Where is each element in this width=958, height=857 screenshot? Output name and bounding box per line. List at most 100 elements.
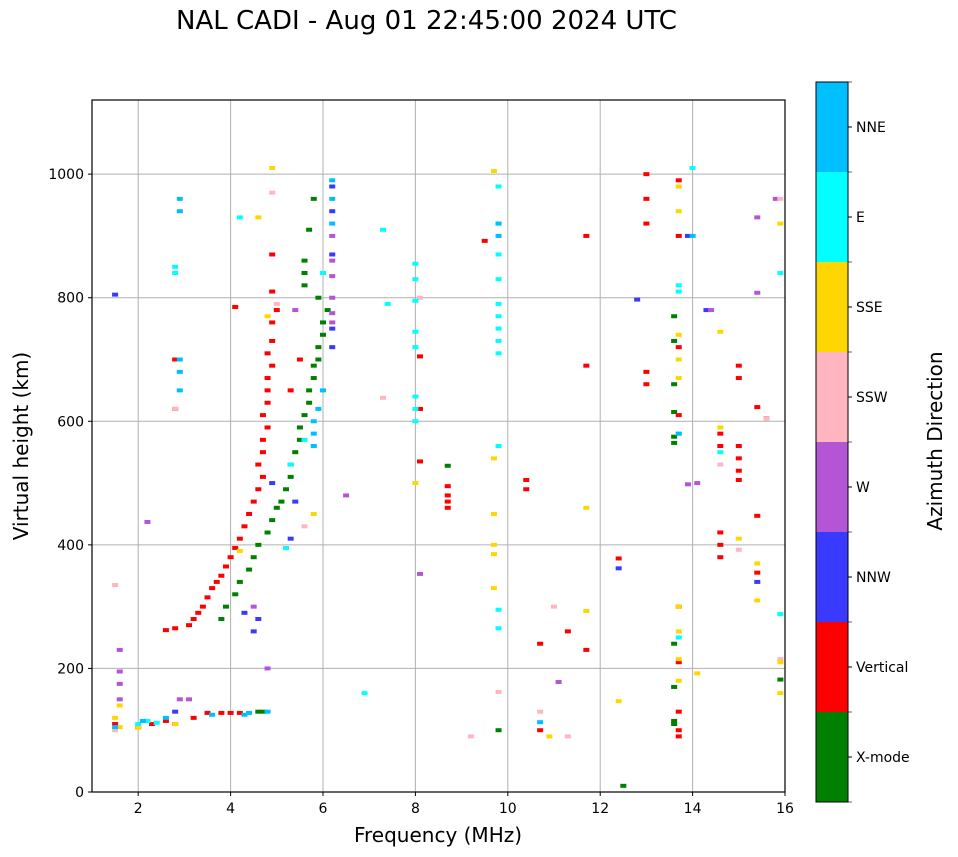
- data-point: [172, 271, 179, 275]
- data-point: [495, 728, 502, 733]
- data-point: [176, 209, 183, 214]
- data-point: [675, 660, 682, 665]
- data-point: [671, 434, 678, 439]
- data-point: [144, 718, 151, 723]
- data-point: [259, 474, 266, 479]
- x-tick-label: 4: [226, 801, 235, 817]
- data-point: [684, 233, 691, 238]
- data-point: [329, 196, 336, 201]
- colorbar-tick-label: NNE: [856, 120, 886, 136]
- data-point: [490, 542, 497, 547]
- data-point: [264, 388, 271, 393]
- data-point: [675, 357, 682, 362]
- data-point: [172, 357, 179, 362]
- data-point: [250, 629, 257, 634]
- data-point: [717, 450, 724, 455]
- data-point: [361, 691, 368, 696]
- data-point: [412, 481, 419, 486]
- data-point: [495, 338, 502, 343]
- series-ssw: [112, 190, 784, 739]
- data-point: [380, 227, 387, 232]
- data-point: [481, 238, 488, 243]
- colorbar-segment: [816, 712, 848, 802]
- data-point: [754, 290, 761, 295]
- data-point: [172, 264, 179, 269]
- colorbar-tick-label: NNW: [856, 570, 891, 586]
- data-point: [551, 604, 557, 609]
- data-point: [643, 196, 650, 201]
- data-point: [671, 718, 678, 723]
- data-point: [444, 484, 451, 489]
- data-point: [264, 709, 271, 714]
- series-x-mode: [218, 196, 784, 788]
- data-point: [329, 209, 336, 214]
- data-point: [162, 715, 169, 720]
- grid-lines: [92, 100, 786, 793]
- data-point: [675, 413, 682, 418]
- colorbar-tick-label: E: [856, 210, 865, 226]
- data-point: [495, 301, 502, 306]
- data-point: [176, 697, 183, 702]
- data-point: [310, 376, 317, 381]
- data-point: [675, 233, 682, 238]
- data-point: [329, 178, 336, 183]
- series-nnw: [112, 184, 761, 714]
- data-point: [255, 487, 262, 492]
- data-point: [735, 456, 742, 461]
- data-point: [176, 196, 183, 201]
- data-point: [259, 413, 266, 418]
- data-point: [278, 499, 285, 504]
- data-point: [694, 481, 701, 486]
- data-point: [671, 382, 678, 387]
- data-point: [583, 505, 590, 510]
- data-point: [255, 462, 262, 467]
- data-point: [273, 308, 280, 313]
- data-point: [777, 660, 784, 665]
- data-point: [735, 376, 742, 381]
- data-point: [412, 419, 419, 424]
- data-point: [675, 431, 682, 436]
- data-point: [717, 431, 724, 436]
- data-point: [523, 477, 530, 482]
- colorbar-segment: [816, 622, 848, 712]
- data-point: [255, 542, 262, 547]
- data-point: [112, 583, 119, 588]
- data-point: [329, 320, 336, 325]
- data-point: [671, 314, 678, 319]
- data-point: [264, 666, 271, 671]
- data-point: [301, 413, 308, 418]
- data-point: [675, 184, 682, 189]
- data-point: [643, 172, 650, 177]
- data-point: [310, 431, 317, 436]
- data-point: [671, 684, 678, 689]
- data-point: [199, 604, 206, 609]
- data-point: [735, 468, 742, 473]
- data-point: [495, 277, 502, 282]
- data-point: [190, 715, 197, 720]
- data-point: [246, 511, 253, 516]
- data-point: [172, 722, 179, 727]
- data-point: [232, 545, 239, 550]
- data-point: [675, 376, 682, 381]
- data-point: [495, 626, 502, 631]
- data-point: [329, 345, 336, 350]
- data-point: [735, 536, 742, 541]
- data-point: [112, 292, 119, 297]
- data-point: [255, 617, 262, 621]
- data-point: [675, 728, 682, 733]
- data-point: [444, 463, 451, 468]
- data-point: [315, 406, 322, 411]
- data-point: [236, 536, 243, 541]
- data-point: [269, 518, 276, 523]
- data-point: [675, 332, 682, 337]
- data-point: [412, 329, 419, 334]
- data-point: [112, 728, 119, 733]
- data-point: [777, 657, 784, 662]
- data-point: [329, 258, 336, 263]
- y-axis-label: Virtual height (km): [9, 352, 33, 541]
- data-point: [236, 215, 243, 220]
- data-point: [112, 722, 119, 727]
- data-point: [467, 734, 474, 739]
- data-point: [754, 579, 761, 584]
- data-point: [176, 357, 183, 362]
